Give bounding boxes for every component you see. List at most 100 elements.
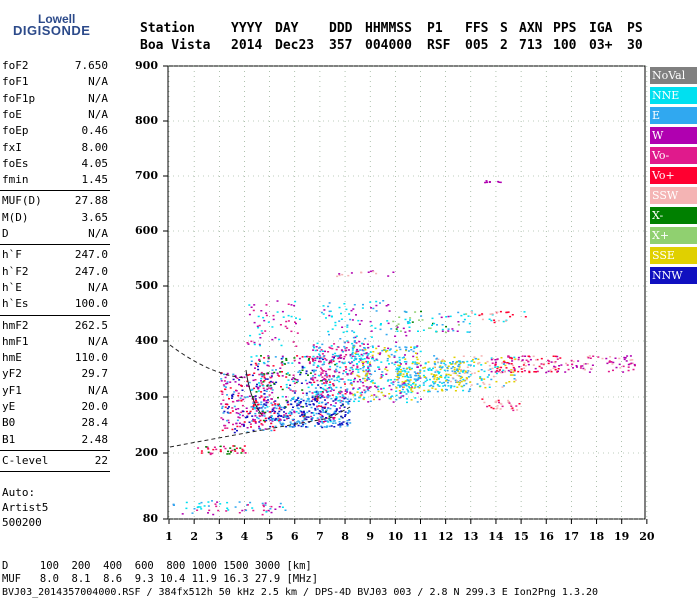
echo-point [250, 340, 253, 343]
echo-point [523, 367, 526, 370]
echo-point [532, 355, 535, 358]
echo-point [323, 382, 325, 384]
echo-point [231, 410, 234, 412]
param-row: h`E N/A [2, 280, 108, 296]
echo-point [331, 388, 333, 390]
echo-point [345, 368, 348, 370]
hdr-value: 2 [500, 38, 508, 53]
echo-point [219, 450, 222, 453]
echo-point [258, 407, 261, 409]
echo-point [308, 362, 311, 365]
echo-point [305, 426, 307, 428]
echo-point [276, 300, 279, 302]
echo-point [334, 410, 337, 413]
echo-point [396, 361, 399, 363]
echo-point [362, 385, 365, 387]
echo-point [284, 325, 287, 328]
echo-point [381, 349, 384, 352]
echo-point [461, 376, 464, 378]
echo-point [439, 368, 442, 371]
echo-point [403, 391, 406, 393]
echo-point [387, 354, 390, 357]
echo-point [304, 379, 307, 382]
echo-point [240, 411, 243, 414]
echo-point [323, 407, 326, 409]
echo-point [287, 314, 290, 317]
echo-point [366, 356, 369, 358]
param-separator [0, 190, 110, 192]
echo-point [272, 318, 275, 321]
echo-point [333, 343, 336, 345]
echo-point [363, 343, 365, 345]
echo-point [300, 382, 303, 384]
echo-point [575, 365, 578, 367]
echo-point [415, 362, 418, 364]
echo-point [338, 360, 341, 363]
echo-point [372, 346, 374, 349]
echo-point [320, 416, 323, 419]
echo-point [488, 405, 491, 407]
echo-point [325, 374, 328, 376]
echo-point [352, 336, 355, 339]
echo-point [320, 311, 323, 314]
echo-point [305, 400, 308, 402]
echo-point [439, 376, 442, 378]
echo-point [540, 357, 543, 360]
echo-point [215, 448, 218, 451]
legend-item: X- [650, 207, 697, 224]
echo-point [330, 359, 333, 361]
echo-point [264, 378, 267, 380]
echo-point [456, 374, 459, 377]
echo-point [319, 387, 322, 389]
param-row: foF2 7.650 [2, 58, 108, 74]
echo-point [393, 378, 396, 381]
echo-point [454, 363, 457, 365]
echo-point [372, 270, 375, 273]
echo-point [236, 419, 239, 422]
echo-point [362, 303, 364, 306]
echo-point [470, 384, 473, 386]
echo-point [375, 347, 378, 350]
echo-point [392, 381, 395, 383]
echo-point [415, 372, 417, 375]
echo-point [496, 407, 499, 409]
echo-point [307, 416, 310, 418]
echo-point [371, 345, 374, 347]
echo-point [279, 502, 282, 505]
echo-point [338, 421, 341, 423]
echo-point [346, 391, 348, 393]
echo-point [196, 506, 199, 509]
echo-point [382, 394, 385, 397]
echo-point [287, 303, 290, 305]
echo-point [330, 345, 333, 347]
echo-point [342, 372, 345, 375]
echo-point [362, 362, 365, 365]
echo-point [310, 415, 313, 418]
echo-point [234, 374, 237, 377]
echo-point [242, 423, 245, 426]
echo-point [366, 343, 369, 345]
echo-point [353, 341, 356, 343]
param-key: C-level [2, 453, 49, 467]
echo-point [403, 310, 406, 313]
hdr-value: RSF [427, 38, 451, 53]
echo-point [321, 376, 324, 378]
echo-point [447, 379, 450, 382]
echo-point [290, 413, 293, 415]
echo-point [328, 387, 330, 389]
echo-point [406, 390, 409, 392]
echo-point [583, 363, 586, 365]
echo-point [238, 512, 241, 514]
echo-point [495, 372, 498, 375]
echo-point [390, 388, 393, 391]
echo-point [311, 395, 314, 397]
echo-point [311, 369, 314, 372]
echo-point [536, 370, 539, 373]
echo-point [243, 445, 246, 447]
echo-point [479, 377, 482, 379]
echo-point [263, 398, 266, 400]
echo-point [591, 364, 594, 366]
echo-point [379, 324, 382, 326]
echo-point [360, 394, 363, 396]
echo-point [348, 369, 351, 372]
